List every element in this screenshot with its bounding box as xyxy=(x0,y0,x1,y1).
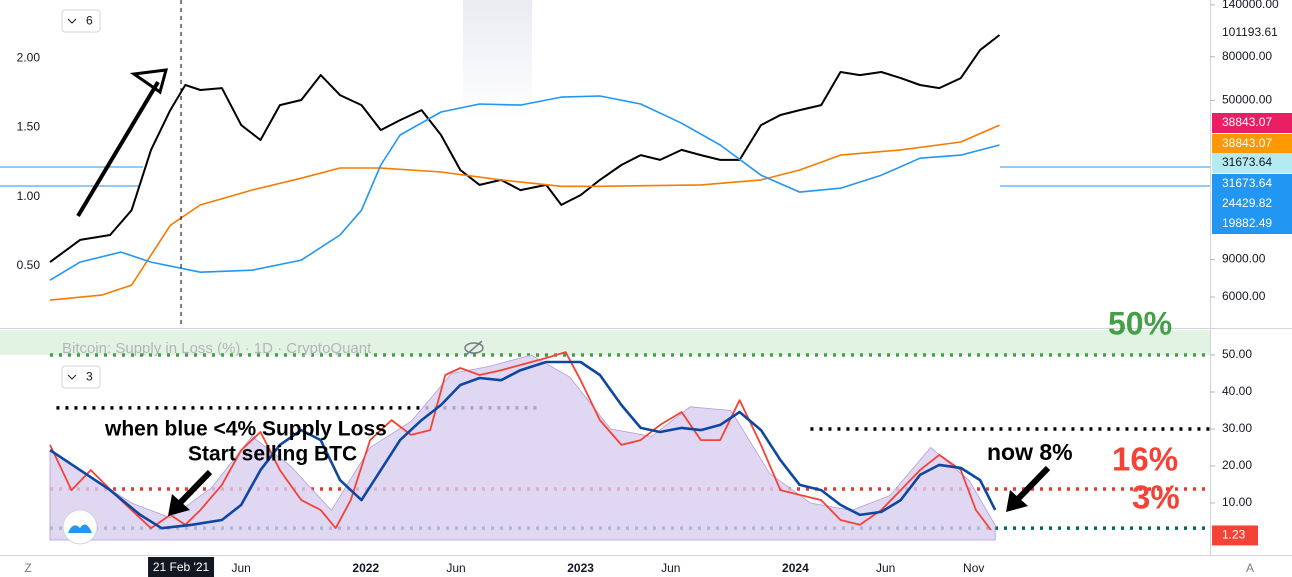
x-tick-label: Jun xyxy=(876,561,895,575)
price-tag xyxy=(1212,214,1292,234)
value-tag-label: 1.23 xyxy=(1222,528,1246,542)
chevron xyxy=(67,18,77,24)
logo[interactable] xyxy=(62,509,98,545)
x-tick-label: Jun xyxy=(661,561,680,575)
price-tag-label: 31673.64 xyxy=(1222,176,1272,190)
arrow xyxy=(168,469,213,516)
crosshair-label: 21 Feb '21 xyxy=(153,560,210,574)
x-tick-label: Jun xyxy=(232,561,251,575)
corner-button[interactable]: A xyxy=(1246,561,1254,575)
corner-button[interactable]: Z xyxy=(24,561,31,575)
indicator-legend: Bitcoin: Supply in Loss (%) · 1D · Crypt… xyxy=(62,340,372,357)
price-tag xyxy=(1212,153,1292,173)
x-tick-label: Jun xyxy=(446,561,465,575)
y2-tick-label: 6000.00 xyxy=(1222,289,1266,303)
y-tick-label: 30.00 xyxy=(1222,421,1252,435)
price-tag-label: 31673.64 xyxy=(1222,155,1272,169)
price-tag-label: 38843.07 xyxy=(1222,115,1272,129)
price-panel xyxy=(49,0,1001,327)
y2-tick-label: 140000.00 xyxy=(1222,0,1279,11)
arrow xyxy=(76,68,169,218)
series-line xyxy=(49,124,1000,301)
chevron xyxy=(67,374,77,380)
price-tag-label: 101193.61 xyxy=(1222,25,1278,39)
series-line xyxy=(49,351,992,531)
price-tag xyxy=(1212,23,1292,43)
collapse-badge[interactable] xyxy=(61,365,101,389)
annotation: 16% xyxy=(1112,441,1178,478)
y2-tick-label: 9000.00 xyxy=(1222,252,1266,266)
series-line xyxy=(49,95,1000,281)
badge-count: 6 xyxy=(86,14,93,28)
arrow xyxy=(1006,465,1051,512)
highlight-band xyxy=(463,0,532,120)
annotation: 50% xyxy=(1108,305,1172,341)
series-line xyxy=(49,360,997,530)
series-line xyxy=(49,34,1001,263)
y-tick-label: 1.00 xyxy=(17,189,41,203)
y-tick-label: 40.00 xyxy=(1222,384,1252,398)
y-tick-label: 0.50 xyxy=(17,258,41,272)
collapse-badge[interactable] xyxy=(61,9,101,33)
indicator-panel xyxy=(49,351,1210,541)
green-zone xyxy=(0,330,1210,355)
annotation: Start selling BTC xyxy=(188,443,357,466)
price-tag-label: 38843.07 xyxy=(1222,136,1272,150)
annotation: 3% xyxy=(1132,479,1180,516)
x-tick-label: 2024 xyxy=(782,561,809,575)
y2-tick-label: 80000.00 xyxy=(1222,49,1272,63)
badge-count: 3 xyxy=(86,370,93,384)
y-tick-label: 1.50 xyxy=(17,120,41,134)
annotation: now 8% xyxy=(987,439,1073,465)
value-tag xyxy=(1212,525,1258,546)
y-tick-label: 50.00 xyxy=(1222,347,1252,361)
price-tag-label: 19882.49 xyxy=(1222,216,1272,230)
x-tick-label: 2023 xyxy=(567,561,594,575)
axes: 0.50 1.00 1.50 2.00 140000.00 80000.00 50000.0… xyxy=(17,0,1292,577)
y-tick-label: 2.00 xyxy=(17,50,41,64)
y-tick-label: 10.00 xyxy=(1222,495,1252,509)
price-tag xyxy=(1212,134,1292,154)
price-tag xyxy=(1212,194,1292,214)
hide-icon[interactable] xyxy=(464,340,484,356)
annotation: when blue <4% Supply Loss xyxy=(104,418,387,441)
y-tick-label: 20.00 xyxy=(1222,458,1252,472)
price-tag xyxy=(1212,174,1292,194)
x-tick-label: 2022 xyxy=(352,561,379,575)
price-tag-label: 24429.82 xyxy=(1222,196,1272,210)
price-tag xyxy=(1212,113,1292,133)
area xyxy=(49,354,996,541)
y2-tick-label: 50000.00 xyxy=(1222,93,1272,107)
x-tick-label: Nov xyxy=(963,561,984,575)
crosshair-tag xyxy=(148,557,215,577)
